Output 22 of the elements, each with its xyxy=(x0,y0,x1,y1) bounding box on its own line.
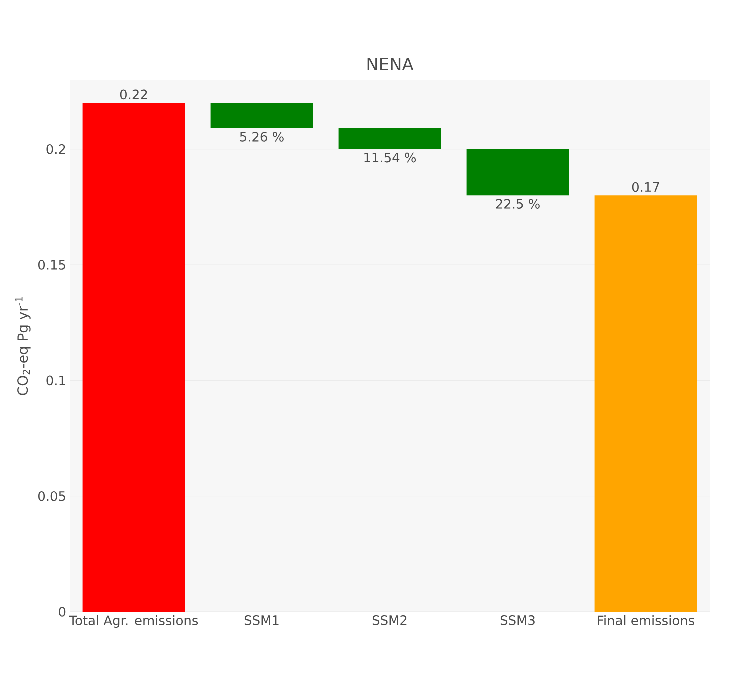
x-tick-label: SSM2 xyxy=(372,616,407,626)
bar xyxy=(210,103,314,129)
data-label: 0.22 xyxy=(120,90,148,100)
bar xyxy=(82,103,186,612)
annotation: 5.26 % xyxy=(240,132,284,142)
y-axis-title: CO$_{2}$-eq Pg yr$^{-1}$ xyxy=(16,297,31,396)
x-tick-label: Total Agr. emissions xyxy=(69,616,198,628)
annotation: 22.5 % xyxy=(496,199,540,209)
x-tick-label: Final emissions xyxy=(598,616,694,626)
annotation: 0.17 xyxy=(632,182,660,192)
x-tick-label: SSM3 xyxy=(500,616,535,626)
bar xyxy=(466,149,570,196)
y-tick-label: 0 xyxy=(59,607,66,617)
y-tick-label: 0.15 xyxy=(38,260,66,270)
bar xyxy=(594,196,698,612)
x-tick-label: SSM1 xyxy=(244,616,279,626)
y-tick-label: 0.05 xyxy=(38,491,66,502)
y-tick-label: 0.2 xyxy=(46,144,66,154)
y-tick-label: 0.1 xyxy=(46,376,66,386)
bar xyxy=(338,128,442,150)
annotation: 11.54 % xyxy=(364,152,416,163)
chart-title: NENA xyxy=(368,58,414,70)
